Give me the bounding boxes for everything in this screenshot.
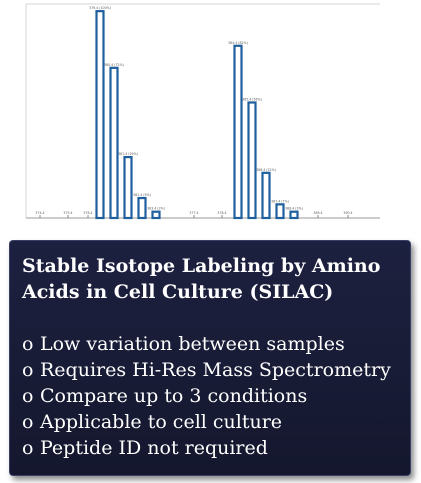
minor-peak-label: 374.4 xyxy=(35,211,44,215)
spectrum-peak-bar xyxy=(123,156,133,220)
peak-label: 381.4 (29%) xyxy=(118,152,138,156)
peak-label: 387.4 (7%) xyxy=(271,199,289,203)
bullet-item: o Applicable to cell culture xyxy=(22,409,391,435)
peak-label: 388.4 (3%) xyxy=(285,207,303,211)
minor-peaks-layer: 374.4 375.4 376.4 377.4 378.4 389.4 390.4 xyxy=(35,211,353,218)
bullet-item: o Requires Hi-Res Mass Spectrometry xyxy=(22,357,391,383)
peak-label: 382.4 (9%) xyxy=(133,193,151,197)
peak-label: 385.4 (56%) xyxy=(242,98,262,102)
bullet-text: Compare up to 3 conditions xyxy=(40,385,308,407)
peak-label: 379.4 (100%) xyxy=(89,6,111,10)
spectrum-peak-bar xyxy=(109,66,119,220)
bullet-circle-icon: o xyxy=(22,333,34,355)
bullet-circle-icon: o xyxy=(22,359,34,381)
bullet-text: Requires Hi-Res Mass Spectrometry xyxy=(40,359,391,381)
spectrum-peak-bar xyxy=(247,101,257,220)
peak-label: 386.4 (22%) xyxy=(256,168,276,172)
minor-peak-label: 390.4 xyxy=(343,211,352,215)
silac-info-box: Stable Isotope Labeling by Amino Acids i… xyxy=(9,240,411,476)
bullet-text: Applicable to cell culture xyxy=(40,411,283,433)
bullet-circle-icon: o xyxy=(22,437,34,459)
peak-label: 380.4 (72%) xyxy=(104,63,124,67)
bullet-circle-icon: o xyxy=(22,411,34,433)
peak-label: 384.4 (82%) xyxy=(228,41,248,45)
bullet-list: o Low variation between samples o Requires… xyxy=(22,331,391,461)
bullet-text: Peptide ID not required xyxy=(40,437,268,459)
spectrum-peak-bar xyxy=(151,210,161,220)
peaks-layer: 379.4 (100%) 380.4 (72%) 381.4 (29%) 382.4 … xyxy=(89,6,303,220)
peak-label: 383.4 (3%) xyxy=(147,207,165,211)
spectrum-peak-bar xyxy=(289,210,299,220)
spectrum-peak-bar xyxy=(275,203,285,220)
bullet-item: o Peptide ID not required xyxy=(22,435,391,461)
spectrum-peak-bar xyxy=(137,196,147,220)
bullet-item: o Low variation between samples xyxy=(22,331,391,357)
bullet-text: Low variation between samples xyxy=(40,333,345,355)
bullet-circle-icon: o xyxy=(22,385,34,407)
spectrum-peak-bar xyxy=(95,10,105,220)
info-title: Stable Isotope Labeling by Amino Acids i… xyxy=(22,255,381,303)
spectrum-peak-bar xyxy=(261,171,271,220)
minor-peak-label: 376.4 xyxy=(83,211,92,215)
minor-peak-label: 389.4 xyxy=(313,211,322,215)
minor-peak-label: 377.4 xyxy=(189,211,198,215)
bullet-item: o Compare up to 3 conditions xyxy=(22,383,391,409)
minor-peak-label: 378.4 xyxy=(217,211,226,215)
mass-spectrum-chart: 379.4 (100%) 380.4 (72%) 381.4 (29%) 382.4 … xyxy=(25,3,380,220)
minor-peak-label: 375.4 xyxy=(63,211,72,215)
spectrum-peak-bar xyxy=(233,44,243,220)
